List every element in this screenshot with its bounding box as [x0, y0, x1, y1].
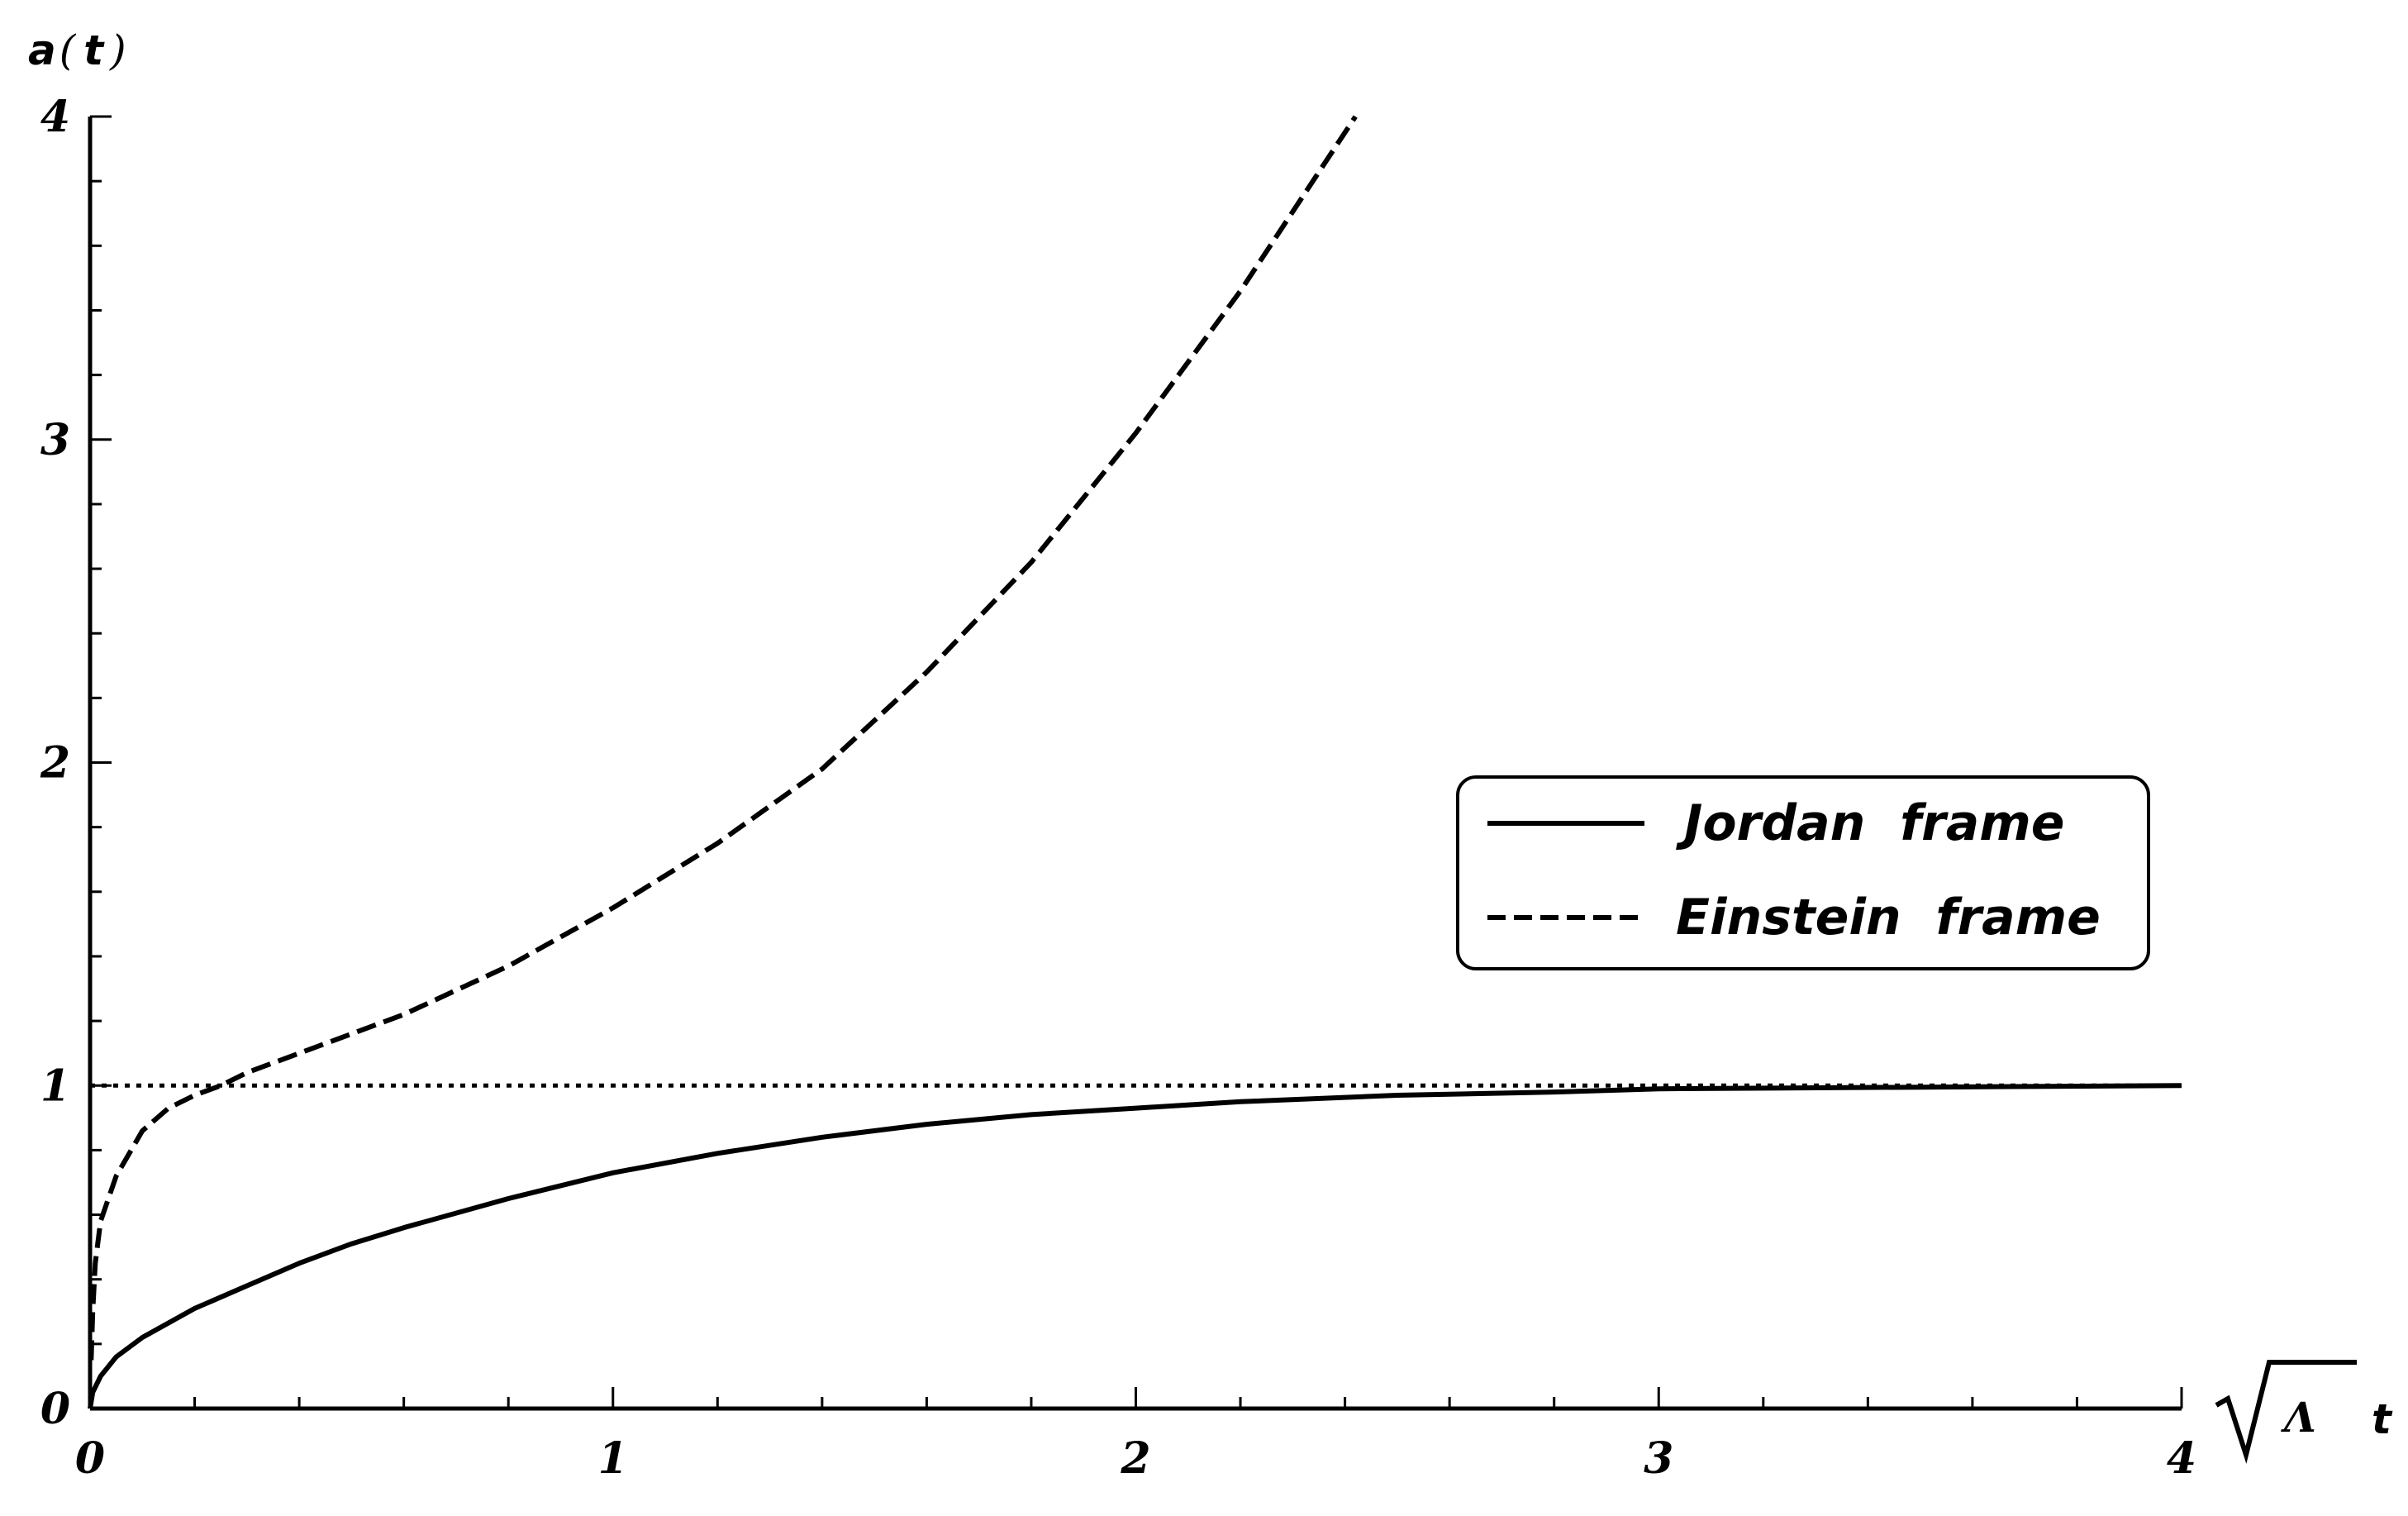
- series-line-dashed: [88, 115, 1358, 1361]
- x-tick-label: 1: [598, 1433, 628, 1484]
- y-label-prefix: a: [28, 26, 56, 74]
- x-label-var: t: [2372, 1395, 2393, 1443]
- y-label-close: ): [109, 26, 126, 74]
- y-label-var: t: [83, 26, 105, 74]
- legend: Jordan frame Einstein frame: [1456, 775, 2150, 970]
- y-label-open: (: [59, 26, 77, 74]
- legend-label-einstein: Einstein frame: [1676, 889, 2101, 946]
- tick-marks: [88, 115, 2183, 1410]
- x-label-radical: Λ: [2281, 1393, 2316, 1442]
- y-axis-label: a(t): [28, 26, 126, 74]
- y-tick-label: 0: [40, 1384, 70, 1434]
- x-tick-label: 4: [2167, 1433, 2196, 1484]
- axes: [88, 117, 2182, 1411]
- legend-label-jordan: Jordan frame: [1676, 794, 2064, 852]
- sqrt-radical-icon: [2215, 1360, 2357, 1464]
- series-layer: [88, 115, 2182, 1409]
- x-tick-label: 3: [1644, 1433, 1673, 1484]
- x-tick-label: 0: [75, 1433, 105, 1484]
- x-tick-label: 2: [1120, 1433, 1150, 1484]
- series-line-solid: [88, 1083, 2182, 1409]
- y-tick-label: 3: [40, 415, 70, 465]
- tick-labels: 0 1 2 3 4 0 1 2 3 4: [40, 92, 2196, 1484]
- x-axis-label: Λ t: [2215, 1360, 2393, 1464]
- y-tick-label: 4: [40, 92, 70, 142]
- y-tick-label: 2: [40, 738, 70, 789]
- y-tick-label: 1: [40, 1061, 70, 1111]
